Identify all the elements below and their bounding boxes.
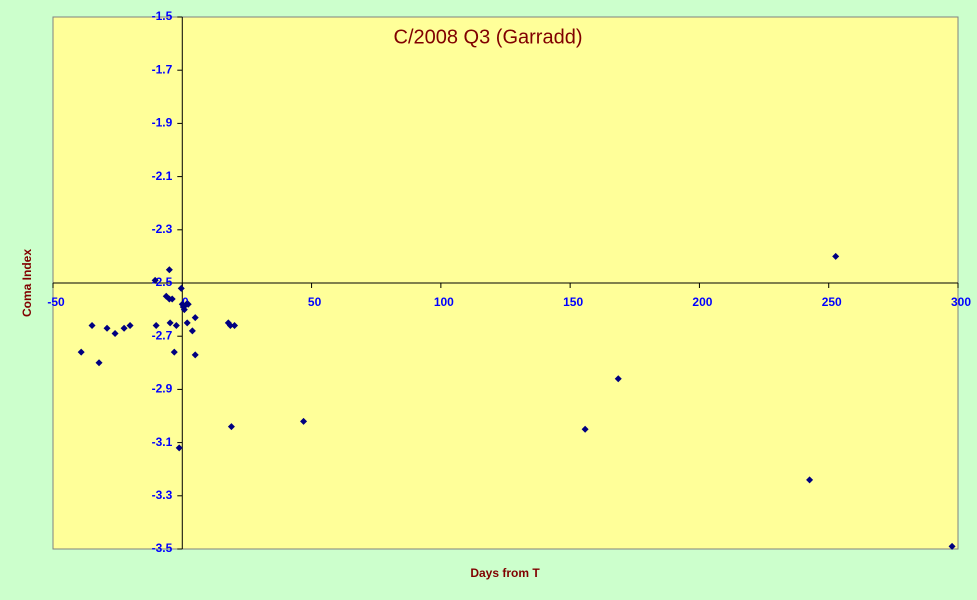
data-point [103, 324, 111, 332]
data-point [191, 351, 199, 359]
x-tick-label: 50 [308, 295, 322, 309]
data-point [126, 322, 134, 330]
y-tick-label: -1.7 [152, 62, 173, 76]
data-point [166, 319, 174, 327]
y-tick-label: -3.3 [152, 488, 173, 502]
data-point [226, 322, 234, 330]
data-point [172, 322, 180, 330]
y-tick-label: -2.1 [152, 169, 173, 183]
y-tick-label: -2.7 [152, 328, 173, 342]
data-point [832, 252, 840, 260]
data-point [227, 423, 235, 431]
data-point [88, 322, 96, 330]
x-tick-label: 150 [563, 295, 583, 309]
data-point [120, 324, 128, 332]
data-point [188, 327, 196, 335]
y-tick-label: -3.1 [152, 435, 173, 449]
data-point [806, 476, 814, 484]
data-point [95, 359, 103, 367]
data-point [170, 348, 178, 356]
data-point [948, 542, 956, 550]
data-point [300, 417, 308, 425]
data-point [151, 276, 159, 284]
x-tick-label: 300 [951, 295, 971, 309]
data-point [175, 444, 183, 452]
data-point [152, 322, 160, 330]
chart-title: C/2008 Q3 (Garradd) [394, 26, 583, 48]
data-point [111, 330, 119, 338]
data-point [77, 348, 85, 356]
data-point [165, 266, 173, 274]
x-tick-label: 100 [434, 295, 454, 309]
x-tick-label: 250 [822, 295, 842, 309]
data-point [231, 322, 239, 330]
y-axis-label: Coma Index [20, 249, 34, 317]
data-point [180, 306, 188, 314]
y-tick-label: -1.9 [152, 116, 173, 130]
data-point [581, 425, 589, 433]
y-tick-label: -1.5 [152, 9, 173, 23]
data-point [184, 300, 192, 308]
data-point [183, 319, 191, 327]
x-axis-label: Days from T [470, 566, 540, 580]
y-tick-label: -2.3 [152, 222, 173, 236]
x-tick-label: -50 [47, 295, 65, 309]
data-point [191, 314, 199, 322]
x-tick-label: 200 [692, 295, 712, 309]
data-point [177, 284, 185, 292]
y-tick-label: -3.5 [152, 541, 173, 555]
data-point [614, 375, 622, 383]
y-tick-label: -2.9 [152, 382, 173, 396]
data-point [168, 295, 176, 303]
